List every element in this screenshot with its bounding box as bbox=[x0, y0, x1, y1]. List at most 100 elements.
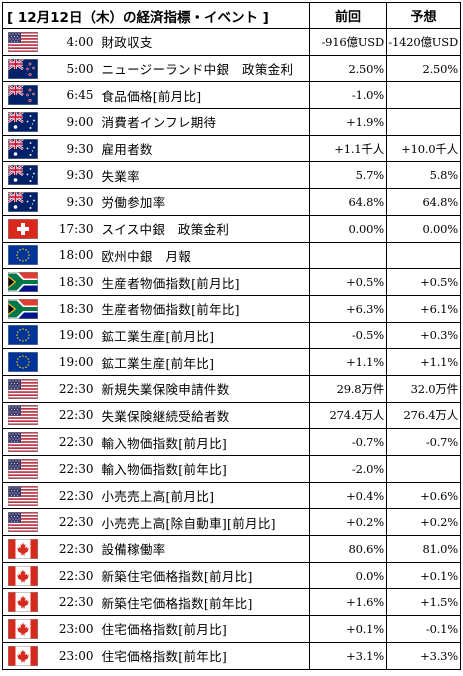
au-flag-icon bbox=[7, 191, 38, 212]
indicator-name: 輸入物価指数[前年比] bbox=[96, 455, 311, 483]
table-row: 18:30 生産者物価指数[前年比] +6.3% +6.1% bbox=[2, 294, 462, 323]
ca-flag-icon bbox=[7, 565, 38, 586]
forecast-value: +0.3% bbox=[386, 321, 462, 350]
previous-value: +1.9% bbox=[309, 108, 388, 136]
table-row: 22:30 新築住宅価格指数[前月比] 0.0% +0.1% bbox=[2, 561, 462, 590]
flag-cell bbox=[2, 455, 43, 483]
ca-flag-icon bbox=[7, 618, 38, 639]
table-row: 22:30 設備稼働率 80.6% 81.0% bbox=[2, 535, 462, 563]
indicator-name: 食品価格[前月比] bbox=[96, 81, 311, 110]
table-row: 18:30 生産者物価指数[前月比] +0.5% +0.5% bbox=[2, 268, 462, 296]
flag-cell bbox=[2, 241, 43, 270]
forecast-value: 2.50% bbox=[386, 54, 462, 83]
time-cell: 9:30 bbox=[42, 134, 97, 163]
previous-value: +1.1% bbox=[309, 348, 388, 376]
indicator-name: 設備稼働率 bbox=[96, 535, 311, 563]
flag-cell bbox=[2, 481, 43, 510]
previous-value: -0.5% bbox=[309, 321, 388, 350]
time-cell: 22:30 bbox=[42, 428, 97, 456]
forecast-value bbox=[386, 241, 462, 270]
time-cell: 22:30 bbox=[42, 455, 97, 483]
previous-value: 80.6% bbox=[309, 535, 388, 563]
table-row: 19:00 鉱工業生産[前年比] +1.1% +1.1% bbox=[2, 348, 462, 376]
column-header-previous: 前回 bbox=[309, 2, 388, 29]
forecast-value: +0.2% bbox=[386, 508, 462, 537]
ca-flag-icon bbox=[7, 538, 38, 559]
indicator-name: 新築住宅価格指数[前月比] bbox=[96, 561, 311, 590]
previous-value: +0.1% bbox=[309, 615, 388, 643]
previous-value: +6.3% bbox=[309, 294, 388, 323]
ca-flag-icon bbox=[7, 592, 38, 613]
us-flag-icon bbox=[7, 512, 38, 533]
previous-value: 2.50% bbox=[309, 54, 388, 83]
time-cell: 22:30 bbox=[42, 588, 97, 617]
previous-value: 0.00% bbox=[309, 214, 388, 243]
flag-cell bbox=[2, 615, 43, 643]
flag-cell bbox=[2, 81, 43, 110]
eu-flag-icon bbox=[7, 352, 38, 373]
za-flag-icon bbox=[7, 298, 38, 319]
table-row: 22:30 輸入物価指数[前年比] -2.0% bbox=[2, 455, 462, 483]
indicator-name: ニュージーランド中銀 政策金利 bbox=[96, 54, 311, 83]
page-title: [ 12月12日（木）の経済指標・イベント ] bbox=[1, 2, 311, 29]
indicator-name: 小売売上高[前月比] bbox=[96, 481, 311, 510]
previous-value bbox=[309, 241, 388, 270]
flag-cell bbox=[2, 535, 43, 563]
table-row: 6:45 食品価格[前月比] -1.0% bbox=[2, 81, 462, 110]
forecast-value bbox=[386, 108, 462, 136]
previous-value: 29.8万件 bbox=[309, 374, 388, 403]
time-cell: 17:30 bbox=[42, 214, 97, 243]
indicator-name: 鉱工業生産[前月比] bbox=[96, 321, 311, 350]
time-cell: 22:30 bbox=[42, 401, 97, 430]
flag-cell bbox=[2, 108, 43, 136]
table-row: 22:30 新築住宅価格指数[前年比] +1.6% +1.5% bbox=[2, 588, 462, 617]
au-flag-icon bbox=[7, 111, 38, 132]
previous-value: -2.0% bbox=[309, 455, 388, 483]
forecast-value: 5.8% bbox=[386, 161, 462, 190]
flag-cell bbox=[2, 188, 43, 216]
time-cell: 22:30 bbox=[42, 374, 97, 403]
flag-cell bbox=[2, 54, 43, 83]
nz-flag-icon bbox=[7, 58, 38, 79]
previous-value: 274.4万人 bbox=[309, 401, 388, 430]
au-flag-icon bbox=[7, 165, 38, 186]
us-flag-icon bbox=[7, 31, 38, 52]
table-row: 22:30 輸入物価指数[前月比] -0.7% -0.7% bbox=[2, 428, 462, 456]
previous-value: -1.0% bbox=[309, 81, 388, 110]
forecast-value: +1.1% bbox=[386, 348, 462, 376]
column-header-forecast: 予想 bbox=[386, 2, 462, 29]
time-cell: 22:30 bbox=[42, 508, 97, 537]
forecast-value: +1.5% bbox=[386, 588, 462, 617]
table-row: 4:00 財政収支 -916億USD -1420億USD bbox=[2, 28, 462, 56]
flag-cell bbox=[2, 428, 43, 456]
indicator-name: 生産者物価指数[前年比] bbox=[96, 294, 311, 323]
forecast-value: -0.7% bbox=[386, 428, 462, 456]
eu-flag-icon bbox=[7, 245, 38, 266]
time-cell: 23:00 bbox=[42, 641, 97, 670]
forecast-value: 276.4万人 bbox=[386, 401, 462, 430]
time-cell: 9:30 bbox=[42, 161, 97, 190]
forecast-value: 0.00% bbox=[386, 214, 462, 243]
nz-flag-icon bbox=[7, 85, 38, 106]
flag-cell bbox=[2, 134, 43, 163]
ch-flag-icon bbox=[7, 218, 38, 239]
indicator-name: 欧州中銀 月報 bbox=[96, 241, 311, 270]
time-cell: 19:00 bbox=[42, 348, 97, 376]
flag-cell bbox=[2, 161, 43, 190]
indicator-name: 生産者物価指数[前月比] bbox=[96, 268, 311, 296]
previous-value: +0.4% bbox=[309, 481, 388, 510]
us-flag-icon bbox=[7, 432, 38, 453]
previous-value: 0.0% bbox=[309, 561, 388, 590]
previous-value: -0.7% bbox=[309, 428, 388, 456]
table-row: 23:00 住宅価格指数[前年比] +3.1% +3.3% bbox=[2, 641, 462, 670]
previous-value: +0.5% bbox=[309, 268, 388, 296]
table-row: 9:30 失業率 5.7% 5.8% bbox=[2, 161, 462, 190]
au-flag-icon bbox=[7, 138, 38, 159]
time-cell: 5:00 bbox=[42, 54, 97, 83]
previous-value: +0.2% bbox=[309, 508, 388, 537]
table-row: 22:30 小売売上高[前月比] +0.4% +0.6% bbox=[2, 481, 462, 510]
indicator-name: 鉱工業生産[前年比] bbox=[96, 348, 311, 376]
table-row: 23:00 住宅価格指数[前月比] +0.1% -0.1% bbox=[2, 615, 462, 643]
previous-value: 64.8% bbox=[309, 188, 388, 216]
